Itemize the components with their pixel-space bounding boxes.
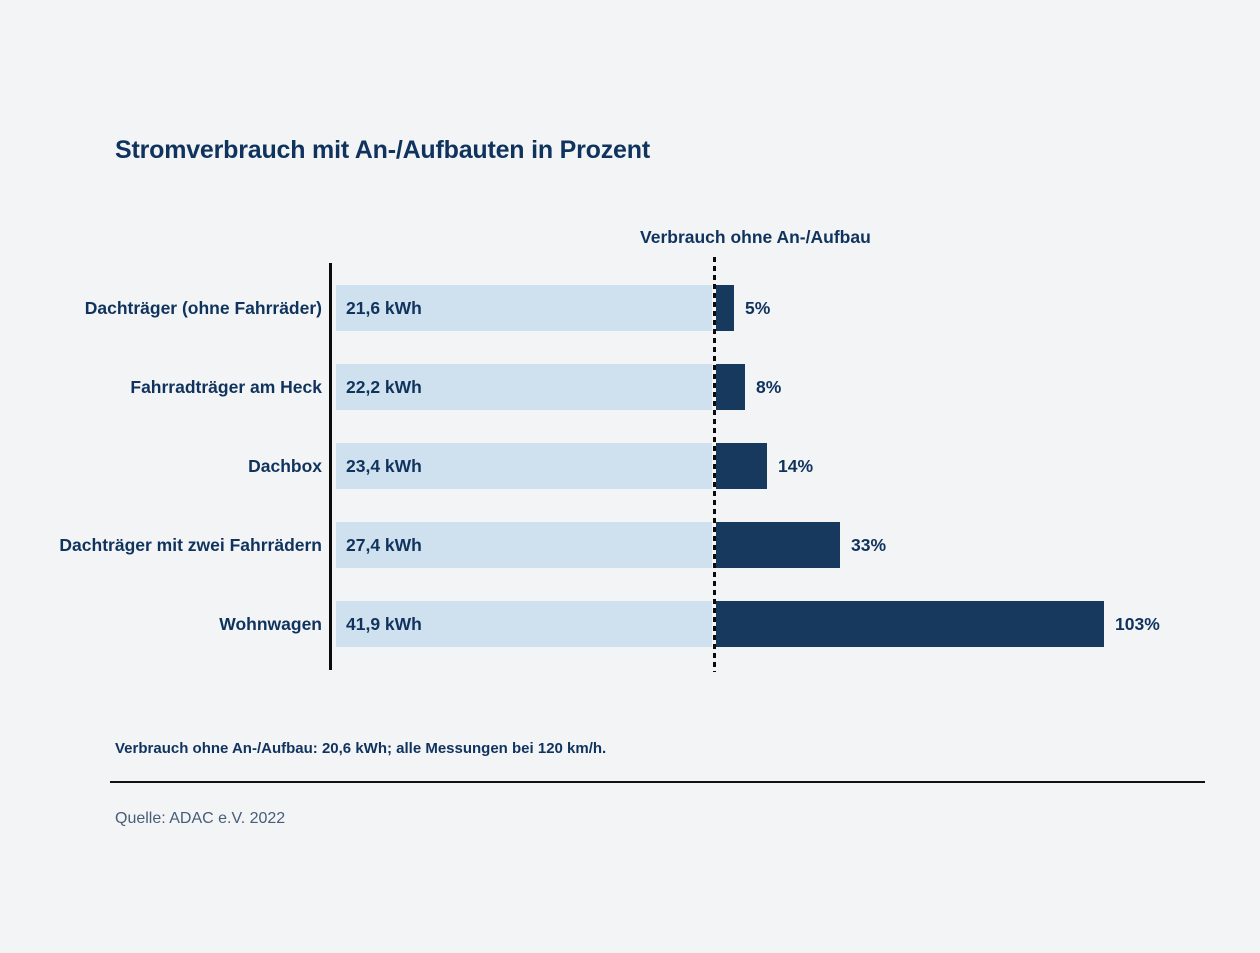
footnote: Verbrauch ohne An-/Aufbau: 20,6 kWh; all… [115,740,607,757]
chart-title: Stromverbrauch mit An-/Aufbauten in Proz… [115,136,650,164]
excess-consumption-bar [716,364,745,410]
baseline-bar [336,443,712,489]
baseline-annotation: Verbrauch ohne An-/Aufbau [640,227,871,247]
percent-value-label: 14% [778,456,814,476]
excess-consumption-bar [716,285,734,331]
percent-value-label: 5% [745,298,771,318]
kwh-value-label: 23,4 kWh [346,456,422,476]
category-label: Dachträger mit zwei Fahrrädern [59,535,322,555]
kwh-value-label: 21,6 kWh [346,298,422,318]
percent-value-label: 103% [1115,614,1160,634]
baseline-bar [336,601,712,647]
percent-value-label: 33% [851,535,887,555]
excess-consumption-bar [716,601,1104,647]
baseline-bar [336,285,712,331]
baseline-dashed-line [713,257,716,672]
y-axis-line [329,263,332,670]
kwh-value-label: 22,2 kWh [346,377,422,397]
kwh-value-label: 41,9 kWh [346,614,422,634]
category-label: Fahrradträger am Heck [130,377,322,397]
excess-consumption-bar [716,522,840,568]
kwh-value-label: 27,4 kWh [346,535,422,555]
category-label: Wohnwagen [219,614,322,634]
baseline-bar [336,364,712,410]
source-credit: Quelle: ADAC e.V. 2022 [115,810,286,827]
excess-consumption-bar [716,443,767,489]
divider-line [110,781,1205,783]
category-label: Dachbox [248,456,322,476]
category-label: Dachträger (ohne Fahrräder) [84,298,322,318]
baseline-bar [336,522,712,568]
percent-value-label: 8% [756,377,782,397]
